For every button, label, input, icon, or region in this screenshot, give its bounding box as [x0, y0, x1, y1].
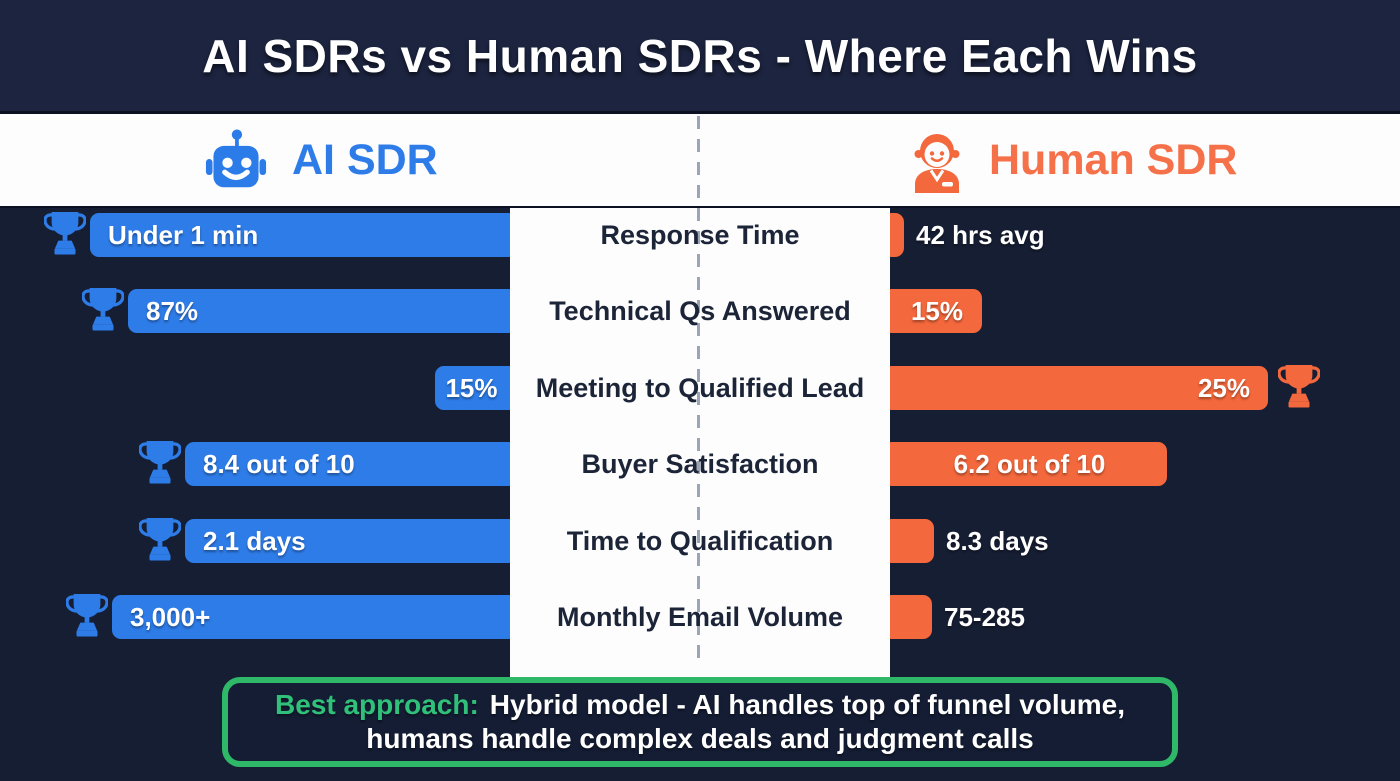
- trophy-icon: [139, 515, 181, 565]
- trophy-icon: [1278, 362, 1320, 412]
- trophy-icon: [44, 209, 86, 259]
- page-title: AI SDRs vs Human SDRs - Where Each Wins: [202, 29, 1198, 82]
- human-bar: 75-285: [882, 595, 1025, 639]
- metric-column: [510, 208, 890, 679]
- ai-value: 87%: [146, 296, 199, 326]
- row-response-time: Under 1 min Response Time 42 hrs avg: [0, 213, 1400, 257]
- human-bar: 15%: [882, 289, 982, 333]
- callout-line-1: Best approach: Hybrid model - AI handles …: [275, 688, 1125, 722]
- human-value: 42 hrs avg: [916, 220, 1045, 250]
- ai-bar: 8.4 out of 10: [185, 442, 518, 486]
- human-value: 15%: [910, 296, 964, 326]
- human-bar: 8.3 days: [882, 519, 1049, 563]
- row-monthly-email-volume: 3,000+ Monthly Email Volume 75-285: [0, 595, 1400, 639]
- ai-bar: 15%: [435, 366, 518, 410]
- ai-value: 8.4 out of 10: [203, 449, 355, 479]
- ai-value: 15%: [445, 373, 498, 403]
- ai-bar: Under 1 min: [90, 213, 518, 257]
- ai-sdr-header: AI SDR: [202, 114, 438, 206]
- row-meeting-to-qualified-lead: 15% Meeting to Qualified Lead 25%: [0, 366, 1400, 410]
- human-sdr-header: Human SDR: [905, 114, 1237, 206]
- callout-lead: Best approach:: [274, 689, 479, 720]
- metric-label: Monthly Email Volume: [556, 602, 844, 632]
- metric-label: Technical Qs Answered: [549, 296, 851, 326]
- metric-label: Buyer Satisfaction: [581, 449, 819, 479]
- human-value: 75-285: [944, 602, 1025, 632]
- best-approach-callout: Best approach: Hybrid model - AI handles …: [222, 677, 1178, 767]
- trophy-icon: [82, 285, 124, 335]
- row-technical-qs: 87% Technical Qs Answered 15%: [0, 289, 1400, 333]
- metric-label: Response Time: [600, 220, 800, 250]
- robot-icon: [205, 129, 267, 188]
- human-value: 25%: [1197, 373, 1250, 403]
- callout-rest: Hybrid model - AI handles top of funnel …: [489, 689, 1126, 720]
- trophy-icon: [66, 591, 108, 641]
- ai-bar: 3,000+: [112, 595, 518, 639]
- human-bar: 25%: [882, 366, 1268, 410]
- ai-bar: 2.1 days: [185, 519, 518, 563]
- metric-label: Meeting to Qualified Lead: [535, 373, 865, 403]
- ai-value: 3,000+: [130, 602, 211, 632]
- human-bar: 6.2 out of 10: [882, 442, 1167, 486]
- ai-sdr-label: AI SDR: [292, 135, 438, 184]
- trophy-icon: [139, 438, 181, 488]
- row-buyer-satisfaction: 8.4 out of 10 Buyer Satisfaction 6.2 out…: [0, 442, 1400, 486]
- header-band: AI SDR Human SDR: [0, 111, 1400, 208]
- title-band: AI SDRs vs Human SDRs - Where Each Wins: [0, 0, 1400, 111]
- human-sdr-icon: [914, 134, 960, 193]
- human-value: 8.3 days: [946, 526, 1049, 556]
- human-value: 6.2 out of 10: [953, 449, 1106, 479]
- callout-line-2: humans handle complex deals and judgment…: [366, 723, 1034, 754]
- human-sdr-label: Human SDR: [989, 135, 1238, 184]
- ai-value: Under 1 min: [108, 220, 259, 250]
- human-bar: 42 hrs avg: [882, 213, 1045, 257]
- row-time-to-qualification: 2.1 days Time to Qualification 8.3 days: [0, 519, 1400, 563]
- ai-value: 2.1 days: [203, 526, 306, 556]
- center-divider: [697, 116, 700, 668]
- metric-label: Time to Qualification: [566, 526, 834, 556]
- ai-bar: 87%: [128, 289, 518, 333]
